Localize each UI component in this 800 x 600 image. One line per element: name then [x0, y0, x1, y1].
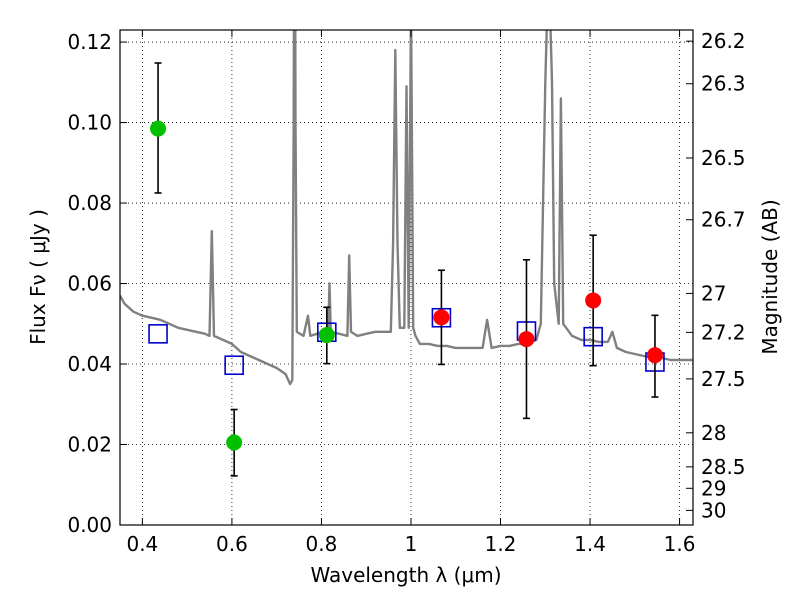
y-tick-label: 0.02: [67, 433, 112, 457]
y2-tick-label: 27: [701, 281, 726, 305]
y-tick-label: 0.10: [67, 111, 112, 135]
y2-tick-label: 30: [701, 498, 726, 522]
spectrum-line: [120, 30, 693, 386]
x-tick-label: 1.6: [664, 532, 696, 556]
model-square: [148, 324, 168, 344]
green-point: [318, 327, 335, 344]
red-point: [585, 292, 602, 309]
red-point: [646, 347, 663, 364]
y2-tick-label: 27.5: [701, 367, 746, 391]
y-tick-label: 0.06: [67, 272, 112, 296]
red-point: [518, 331, 535, 348]
y2-tick-label: 26.7: [701, 208, 746, 232]
y2-tick-label: 27.2: [701, 320, 746, 344]
x-tick-label: 0.8: [306, 532, 338, 556]
model-square: [224, 355, 244, 376]
x-axis-label: Wavelength λ (μm): [310, 563, 501, 587]
y2-tick-label: 29: [701, 476, 726, 500]
x-tick-label: 0.4: [126, 532, 158, 556]
y-tick-label: 0.08: [67, 191, 112, 215]
x-tick-label: 1.4: [574, 532, 606, 556]
y-axis-label: Flux Fν ( μJy ): [26, 209, 50, 345]
y2-tick-label: 26.2: [701, 29, 746, 53]
x-tick-label: 0.6: [216, 532, 248, 556]
y2-tick-label: 28: [701, 421, 726, 445]
y-tick-label: 0.00: [67, 513, 112, 537]
plot-area: [120, 30, 693, 477]
y2-tick-label: 26.3: [701, 72, 746, 96]
x-axis: 0.4 0.6 0.8 1 1.2 1.4 1.6: [126, 30, 695, 556]
green-point: [150, 120, 167, 137]
y-tick-label: 0.12: [67, 30, 112, 54]
x-tick-label: 1.2: [485, 532, 517, 556]
y2-tick-label: 26.5: [701, 146, 746, 170]
y2-axis-label: Magnitude (AB): [758, 199, 782, 354]
y-axis: 0.00 0.02 0.04 0.06 0.08 0.10 0.12: [67, 30, 127, 537]
plot-frame: [119, 29, 694, 526]
y2-tick-label: 28.5: [701, 455, 746, 479]
x-tick-label: 1: [405, 532, 418, 556]
y-tick-label: 0.04: [67, 352, 112, 376]
red-point: [433, 309, 450, 326]
green-point: [226, 434, 243, 451]
